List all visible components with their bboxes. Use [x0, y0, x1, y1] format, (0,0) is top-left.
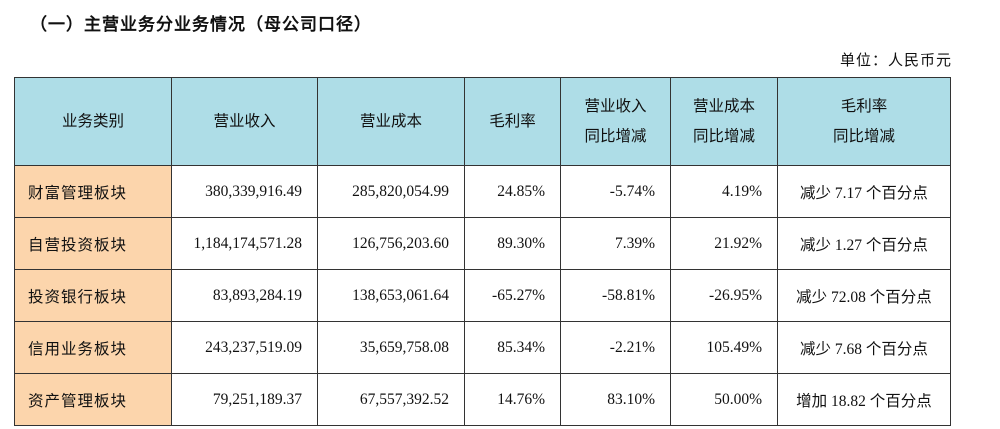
margin-yoy-cell: 减少 7.68 个百分点 [777, 321, 951, 374]
header-revenue: 营业收入 [171, 77, 318, 166]
gross-margin-cell: 24.85% [464, 165, 561, 218]
category-cell: 信用业务板块 [14, 321, 172, 374]
cost-yoy-cell: 21.92% [670, 217, 778, 270]
revenue-yoy-cell: -2.21% [560, 321, 671, 374]
gross-margin-cell: 14.76% [464, 373, 561, 426]
cost-yoy-cell: 105.49% [670, 321, 778, 374]
table-row: 投资银行板块 83,893,284.19 138,653,061.64 -65.… [14, 269, 951, 322]
table-header-row: 业务类别 营业收入 营业成本 毛利率 营业收入 同比增减 营业成本 同比增减 毛… [14, 77, 951, 166]
margin-yoy-cell: 减少 7.17 个百分点 [777, 165, 951, 218]
header-category: 业务类别 [14, 77, 172, 166]
margin-yoy-cell: 减少 1.27 个百分点 [777, 217, 951, 270]
margin-yoy-cell: 增加 18.82 个百分点 [777, 373, 951, 426]
header-cost-yoy: 营业成本 同比增减 [670, 77, 778, 166]
header-gross-margin: 毛利率 [464, 77, 561, 166]
margin-yoy-cell: 减少 72.08 个百分点 [777, 269, 951, 322]
revenue-yoy-cell: -5.74% [560, 165, 671, 218]
cost-yoy-cell: -26.95% [670, 269, 778, 322]
cost-cell: 67,557,392.52 [317, 373, 465, 426]
cost-yoy-cell: 4.19% [670, 165, 778, 218]
cost-cell: 138,653,061.64 [317, 269, 465, 322]
header-margin-yoy: 毛利率 同比增减 [777, 77, 951, 166]
category-cell: 投资银行板块 [14, 269, 172, 322]
business-segment-table: 业务类别 营业收入 营业成本 毛利率 营业收入 同比增减 营业成本 同比增减 毛… [14, 77, 951, 426]
table-row: 自营投资板块 1,184,174,571.28 126,756,203.60 8… [14, 217, 951, 270]
revenue-yoy-cell: -58.81% [560, 269, 671, 322]
table-row: 信用业务板块 243,237,519.09 35,659,758.08 85.3… [14, 321, 951, 374]
cost-cell: 35,659,758.08 [317, 321, 465, 374]
revenue-cell: 1,184,174,571.28 [171, 217, 318, 270]
revenue-cell: 380,339,916.49 [171, 165, 318, 218]
revenue-cell: 83,893,284.19 [171, 269, 318, 322]
cost-yoy-cell: 50.00% [670, 373, 778, 426]
unit-label: 单位：人民币元 [839, 53, 952, 69]
table-row: 资产管理板块 79,251,189.37 67,557,392.52 14.76… [14, 373, 951, 426]
category-cell: 资产管理板块 [14, 373, 172, 426]
table-row: 财富管理板块 380,339,916.49 285,820,054.99 24.… [14, 165, 951, 218]
gross-margin-cell: 89.30% [464, 217, 561, 270]
cost-cell: 126,756,203.60 [317, 217, 465, 270]
revenue-cell: 79,251,189.37 [171, 373, 318, 426]
gross-margin-cell: -65.27% [464, 269, 561, 322]
page-title: （一）主营业务分业务情况（母公司口径） [30, 15, 372, 34]
revenue-yoy-cell: 83.10% [560, 373, 671, 426]
category-cell: 自营投资板块 [14, 217, 172, 270]
header-cost: 营业成本 [317, 77, 465, 166]
gross-margin-cell: 85.34% [464, 321, 561, 374]
category-cell: 财富管理板块 [14, 165, 172, 218]
header-revenue-yoy: 营业收入 同比增减 [560, 77, 671, 166]
revenue-yoy-cell: 7.39% [560, 217, 671, 270]
cost-cell: 285,820,054.99 [317, 165, 465, 218]
revenue-cell: 243,237,519.09 [171, 321, 318, 374]
